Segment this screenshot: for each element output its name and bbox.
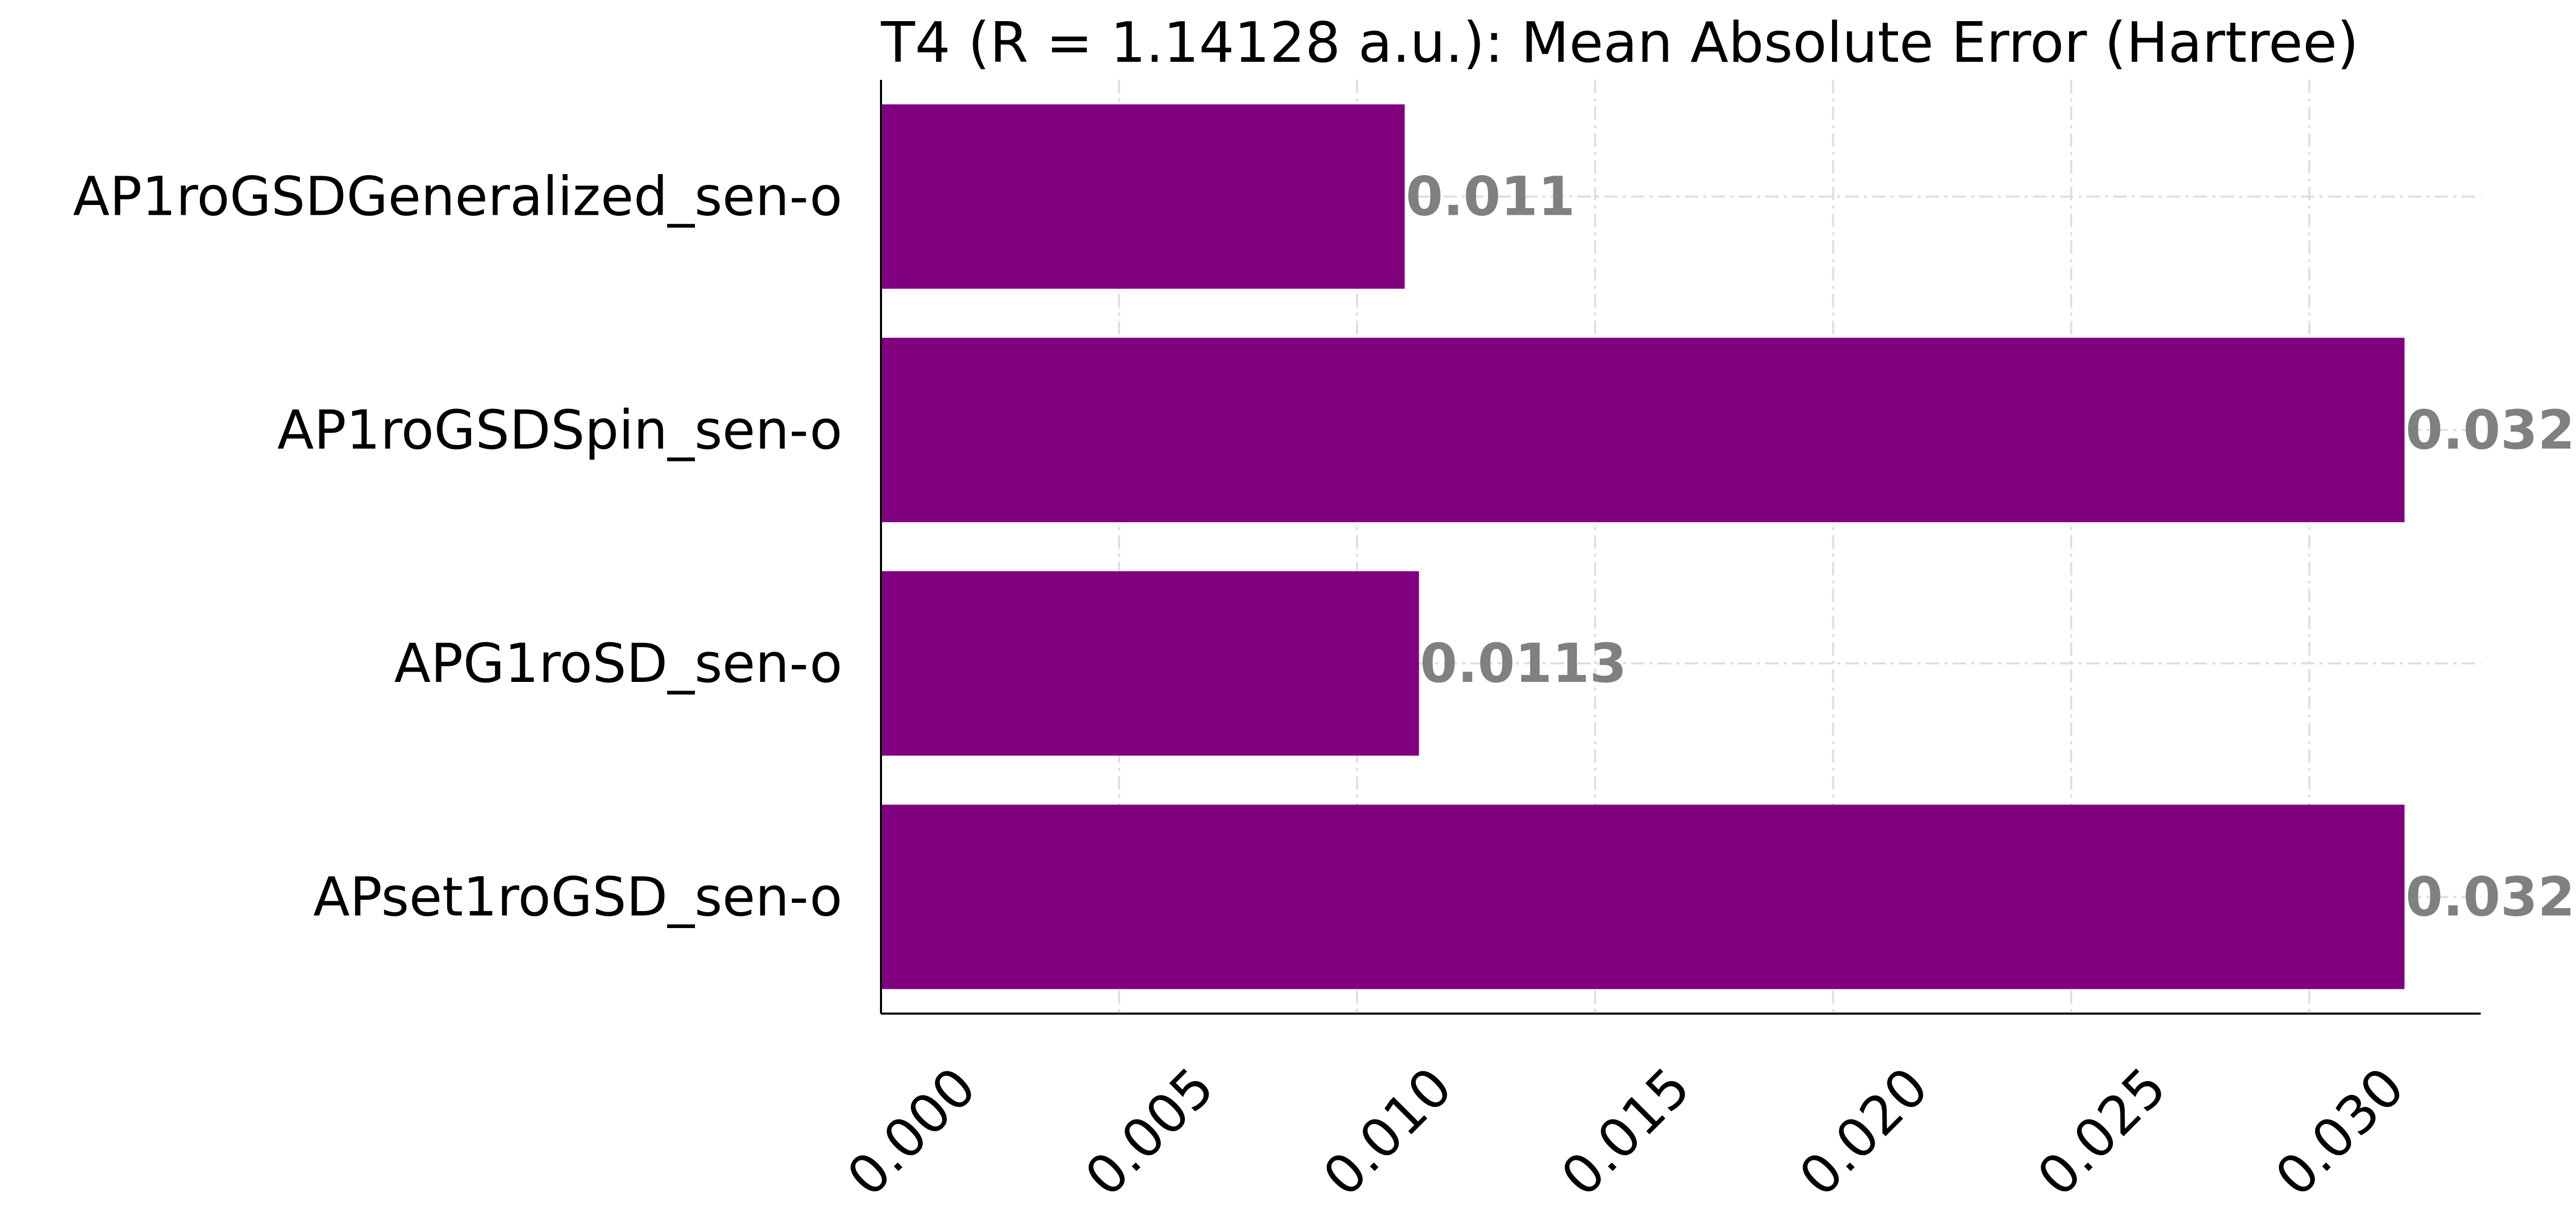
bars	[881, 104, 2405, 989]
bar-1	[881, 337, 2405, 522]
category-label-3: APset1roGSD_sen-o	[313, 865, 842, 928]
chart-title: T4 (R = 1.14128 a.u.): Mean Absolute Err…	[880, 11, 2359, 75]
category-label-1: AP1roGSDSpin_sen-o	[277, 399, 842, 461]
value-label-3: 0.032	[2405, 865, 2575, 928]
axes	[880, 80, 2481, 1015]
x-tick-label-6: 0.030	[2263, 1055, 2416, 1208]
value-label-2: 0.0113	[1420, 632, 1626, 695]
value-label-1: 0.032	[2405, 399, 2575, 461]
category-label-2: APG1roSD_sen-o	[394, 632, 842, 695]
x-tick-label-0: 0.000	[835, 1055, 988, 1208]
x-tick-label-3: 0.015	[1549, 1055, 1702, 1208]
category-label-0: AP1roGSDGeneralized_sen-o	[73, 165, 842, 228]
x-tick-label-1: 0.005	[1073, 1055, 1226, 1208]
bar-3	[881, 804, 2405, 989]
x-tick-label-2: 0.010	[1311, 1055, 1464, 1208]
bar-0	[881, 104, 1405, 289]
x-tick-label-5: 0.025	[2025, 1055, 2178, 1208]
value-label-0: 0.011	[1406, 165, 1575, 228]
bar-2	[881, 571, 1419, 756]
x-tick-label-4: 0.020	[1787, 1055, 1940, 1208]
